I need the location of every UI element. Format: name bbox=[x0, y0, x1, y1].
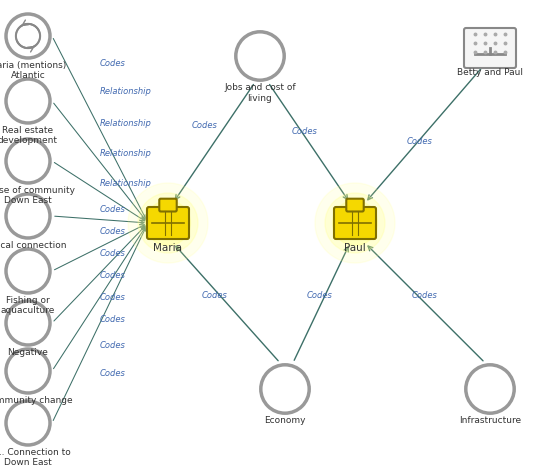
Text: Relationship: Relationship bbox=[100, 179, 152, 187]
Text: Codes: Codes bbox=[307, 292, 333, 300]
Text: Codes: Codes bbox=[100, 58, 126, 67]
Text: Paul: Paul bbox=[344, 243, 366, 253]
Text: Betty and Paul: Betty and Paul bbox=[457, 68, 523, 77]
Text: Local connection: Local connection bbox=[0, 241, 66, 250]
FancyBboxPatch shape bbox=[147, 207, 189, 239]
Text: Codes: Codes bbox=[100, 315, 126, 324]
Text: Codes: Codes bbox=[412, 292, 438, 300]
Text: Codes: Codes bbox=[192, 122, 218, 130]
Text: Codes: Codes bbox=[100, 227, 126, 236]
Text: Relationship: Relationship bbox=[100, 119, 152, 128]
Text: Jobs and cost of
living: Jobs and cost of living bbox=[224, 83, 296, 103]
Text: Relationship: Relationship bbox=[100, 148, 152, 157]
Text: Maria (mentions)
Atlantic: Maria (mentions) Atlantic bbox=[0, 61, 67, 81]
Text: Codes: Codes bbox=[100, 270, 126, 279]
Text: Q.1. Connection to
Down East: Q.1. Connection to Down East bbox=[0, 448, 71, 467]
Text: Real estate
development: Real estate development bbox=[0, 126, 58, 146]
Circle shape bbox=[128, 183, 208, 263]
Text: Community change: Community change bbox=[0, 396, 72, 405]
Text: Sense of community
Down East: Sense of community Down East bbox=[0, 186, 74, 205]
Circle shape bbox=[325, 193, 385, 253]
Text: Maria: Maria bbox=[153, 243, 183, 253]
FancyBboxPatch shape bbox=[159, 199, 177, 211]
Circle shape bbox=[333, 201, 377, 245]
Text: Infrastructure: Infrastructure bbox=[459, 416, 521, 425]
Text: Codes: Codes bbox=[100, 204, 126, 213]
Circle shape bbox=[315, 183, 395, 263]
Text: Negative: Negative bbox=[8, 348, 48, 357]
Circle shape bbox=[146, 201, 190, 245]
Text: Codes: Codes bbox=[100, 368, 126, 377]
Text: Relationship: Relationship bbox=[100, 87, 152, 96]
Text: Codes: Codes bbox=[100, 249, 126, 258]
FancyBboxPatch shape bbox=[346, 199, 364, 211]
FancyBboxPatch shape bbox=[464, 28, 516, 68]
Text: Economy: Economy bbox=[264, 416, 306, 425]
Text: Codes: Codes bbox=[407, 137, 433, 146]
Text: Codes: Codes bbox=[100, 292, 126, 301]
Text: Codes: Codes bbox=[100, 341, 126, 350]
Text: Fishing or
aquaculture: Fishing or aquaculture bbox=[1, 296, 55, 316]
Circle shape bbox=[138, 193, 198, 253]
Text: Codes: Codes bbox=[202, 292, 228, 300]
FancyBboxPatch shape bbox=[334, 207, 376, 239]
Text: Codes: Codes bbox=[292, 127, 318, 136]
